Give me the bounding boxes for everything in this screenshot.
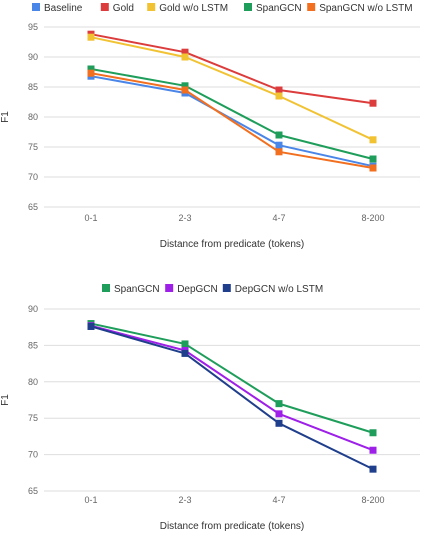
- bottom-data-point: [369, 446, 377, 454]
- top-data-point: [87, 65, 95, 73]
- bottom-y-axis-title: F1: [0, 394, 11, 406]
- top-data-point: [275, 86, 283, 94]
- top-series-line: [90, 36, 374, 141]
- bottom-data-point: [275, 419, 283, 427]
- top-data-point: [275, 131, 283, 139]
- top-legend-label: Baseline: [44, 3, 83, 14]
- bottom-series-line: [90, 322, 374, 434]
- top-y-tick-label: 80: [28, 112, 38, 122]
- bottom-y-tick-label: 65: [28, 486, 38, 496]
- bottom-y-tick-label: 90: [28, 304, 38, 314]
- top-data-point: [369, 136, 377, 144]
- top-y-axis-title: F1: [0, 111, 11, 123]
- bottom-legend-swatch: [102, 284, 110, 292]
- bottom-data-point: [87, 322, 95, 330]
- top-legend-label: SpanGCN: [256, 3, 302, 14]
- top-data-point: [181, 53, 189, 61]
- bottom-x-tick-label: 4-7: [272, 495, 285, 505]
- top-series-line: [90, 75, 374, 168]
- top-legend-label: Gold: [113, 3, 134, 14]
- bottom-data-point: [181, 349, 189, 357]
- top-data-point: [181, 82, 189, 90]
- top-legend-swatch: [147, 3, 156, 11]
- chart-top: 65 70 75 80 85 90 95 0-1 2-3 4-7 8-200 Distance fro…: [0, 3, 420, 250]
- bottom-legend-swatch: [222, 284, 231, 292]
- top-y-tick-label: 65: [28, 202, 38, 212]
- top-legend-swatch: [100, 3, 109, 11]
- top-data-point: [275, 141, 283, 149]
- bottom-data-point: [369, 465, 377, 473]
- top-data-point: [369, 99, 377, 107]
- bottom-x-tick-label: 8-200: [361, 495, 384, 505]
- bottom-data-point: [275, 410, 283, 418]
- top-series-line: [90, 68, 374, 160]
- top-y-tick-label: 90: [28, 52, 38, 62]
- top-legend-label: Gold w/o LSTM: [159, 3, 228, 14]
- top-x-tick-label: 2-3: [178, 213, 191, 223]
- top-data-point: [369, 164, 377, 172]
- top-series-line: [90, 33, 374, 105]
- top-y-tick-label: 70: [28, 172, 38, 182]
- top-x-tick-label: 4-7: [272, 213, 285, 223]
- top-data-point: [87, 33, 95, 41]
- top-data-point: [275, 148, 283, 156]
- top-legend-swatch: [244, 3, 252, 11]
- top-x-tick-label: 0-1: [84, 213, 97, 223]
- bottom-legend-label: DepGCN w/o LSTM: [235, 284, 323, 295]
- bottom-data-point: [369, 429, 377, 437]
- bottom-x-tick-label: 0-1: [84, 495, 97, 505]
- top-legend-label: SpanGCN w/o LSTM: [319, 3, 412, 14]
- bottom-legend-label: SpanGCN: [114, 284, 160, 295]
- bottom-legend-swatch: [165, 284, 174, 292]
- bottom-data-point: [275, 400, 283, 408]
- bottom-y-tick-label: 75: [28, 413, 38, 423]
- bottom-y-tick-label: 85: [28, 340, 38, 350]
- top-y-tick-label: 75: [28, 142, 38, 152]
- top-data-point: [181, 48, 189, 56]
- bottom-legend-label: DepGCN: [177, 284, 218, 295]
- top-data-point: [369, 155, 377, 163]
- bottom-y-tick-label: 70: [28, 450, 38, 460]
- top-x-tick-label: 8-200: [361, 213, 384, 223]
- top-legend-swatch: [32, 3, 40, 11]
- top-x-axis-title: Distance from predicate (tokens): [160, 239, 305, 250]
- bottom-x-axis-title: Distance from predicate (tokens): [160, 521, 305, 532]
- top-data-point: [87, 69, 95, 77]
- bottom-series-line: [90, 325, 374, 471]
- top-series-line: [90, 72, 374, 169]
- bottom-data-point: [181, 340, 189, 348]
- top-y-tick-label: 85: [28, 82, 38, 92]
- top-legend-swatch: [307, 3, 316, 11]
- top-data-point: [275, 92, 283, 100]
- bottom-x-tick-label: 2-3: [178, 495, 191, 505]
- bottom-series-line: [90, 324, 374, 452]
- bottom-y-tick-label: 80: [28, 377, 38, 387]
- top-data-point: [181, 86, 189, 94]
- chart-bottom: 65 70 75 80 85 90 0-1 2-3 4-7 8-200 Distance from …: [0, 284, 420, 532]
- top-y-tick-label: 95: [28, 22, 38, 32]
